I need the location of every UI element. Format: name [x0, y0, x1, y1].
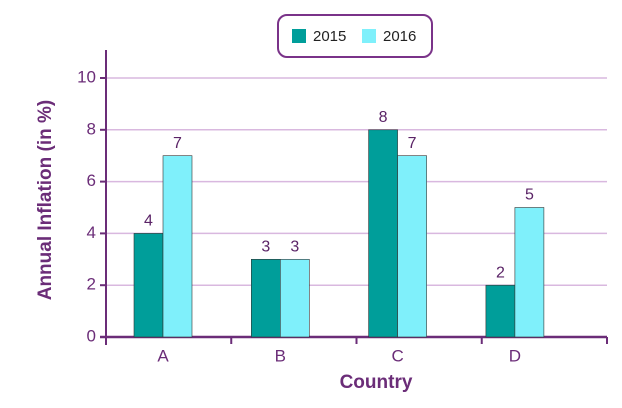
data-label: 8 [379, 109, 388, 126]
data-label: 4 [144, 213, 153, 230]
data-label: 3 [290, 239, 299, 256]
y-tick-label: 2 [87, 275, 96, 294]
x-tick-label: C [391, 346, 403, 365]
y-tick-label: 8 [87, 119, 96, 138]
bar [485, 284, 516, 338]
bar [133, 233, 164, 338]
data-label: 3 [261, 239, 270, 256]
y-tick-label: 6 [87, 171, 96, 190]
data-label: 7 [173, 135, 182, 152]
y-axis-label: Annual Inflation (in %) [35, 100, 56, 301]
x-tick-label: D [509, 346, 521, 365]
bar [279, 258, 310, 338]
x-axis-label: Country [340, 372, 413, 393]
bar [368, 129, 398, 338]
bar [251, 258, 281, 338]
bar [162, 155, 193, 338]
legend-swatch [362, 29, 376, 43]
data-label: 5 [525, 187, 534, 204]
data-label: 7 [408, 135, 417, 152]
legend-label: 2015 [313, 28, 346, 45]
legend-label: 2016 [383, 28, 416, 45]
bar [514, 207, 545, 338]
y-tick-label: 0 [87, 326, 96, 345]
bar [397, 155, 427, 338]
legend-swatch [292, 29, 306, 43]
legend-box [277, 14, 433, 58]
x-tick-label: B [275, 346, 286, 365]
y-tick-label: 10 [77, 67, 96, 86]
data-label: 2 [496, 264, 505, 281]
y-tick-label: 4 [87, 223, 96, 242]
x-tick-label: A [157, 346, 169, 365]
